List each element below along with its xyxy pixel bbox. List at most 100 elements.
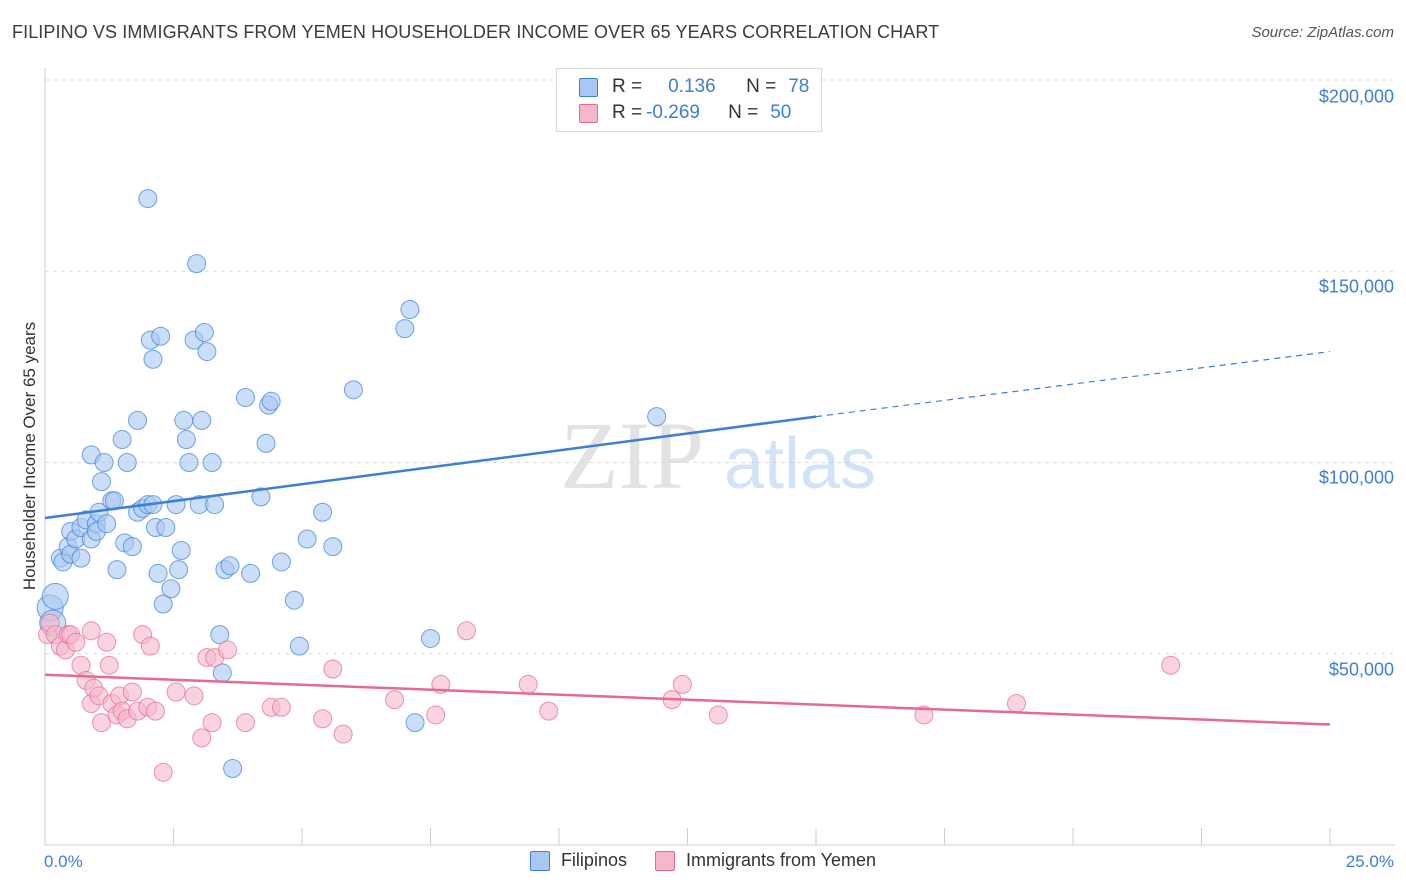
filipino-point [261,391,281,411]
yemen-point [1161,655,1181,675]
y-tick-label: $200,000 [1318,86,1394,107]
yemen-point [426,705,446,725]
legend-row-yemen: R = -0.269 N = 50 [579,102,791,124]
trend-lines [44,350,1331,726]
filipino-point [166,495,186,515]
filipino-point [156,518,176,538]
x-tick-label-max: 25.0% [1345,852,1394,871]
chart-title: FILIPINO VS IMMIGRANTS FROM YEMEN HOUSEH… [12,22,940,42]
filipinos-trend-extension [815,350,1331,418]
yemen-point [166,682,186,702]
yemen-point [146,701,166,721]
filipino-point [343,380,363,400]
filipino-point [395,319,415,339]
filipino-point [192,410,212,430]
filipinos-legend-swatch [529,850,550,871]
yemen-point [92,713,112,733]
yemen-point [708,705,728,725]
watermark-zip: ZIP [560,402,704,509]
y-tick-label: $100,000 [1318,467,1394,488]
yemen-point [235,713,255,733]
yemen-point [202,713,222,733]
watermark-atlas: atlas [724,424,876,504]
filipino-point [400,300,420,319]
r-label: R = [612,76,643,97]
filipino-point [112,430,132,450]
yemen-point [323,659,343,679]
filipino-point [256,433,276,453]
legend-label: Filipinos [560,850,627,870]
filipino-point [235,387,255,407]
legend-item-yemen[interactable]: Immigrants from Yemen [654,850,877,871]
filipino-point [148,563,168,583]
y-axis-label: Householder Income Over 65 years [20,321,39,591]
filipino-point [202,453,222,472]
filipino-point [122,537,142,557]
source-label: Source: ZipAtlas.com [1251,24,1394,41]
yemen-point [1006,693,1026,713]
yemen-point [66,632,86,652]
filipino-point [179,453,199,472]
filipino-point [197,342,217,362]
yemen-trend-line [44,673,1331,726]
yemen-point [122,682,142,702]
legend-item-filipinos[interactable]: Filipinos [529,850,627,871]
filipino-point [323,537,343,557]
yemen-point [97,632,117,652]
filipino-point [176,430,196,450]
filipino-point [251,487,271,507]
yemen-point [313,709,333,729]
filipino-point [223,759,243,778]
yemen-point [184,686,204,706]
correlation-legend: R = 0.136 N = 78 R = -0.269 N = 50 [556,68,822,132]
filipino-point [71,548,91,568]
yemen-point [456,621,476,641]
filipino-point [313,502,333,522]
n-label: N = [728,102,759,123]
filipino-point [153,594,173,614]
filipino-point [405,713,425,733]
filipino-point [143,349,163,369]
yemen-point [99,655,119,675]
filipinos-trend-line [44,415,817,520]
legend-label: Immigrants from Yemen [685,850,877,870]
n-label: N = [746,76,777,97]
yemen-point [271,697,291,717]
series-legend: Filipinos Immigrants from Yemen [0,850,1406,871]
yemen-point [333,724,353,744]
watermark: ZIP atlas [560,402,876,509]
yemen-point [539,701,559,721]
filipino-point [151,326,171,346]
yemen-point [140,636,160,656]
filipinos-swatch [579,77,598,97]
filipino-point [647,407,667,427]
filipino-point [205,495,225,515]
data-points [36,189,1181,782]
yemen-point [81,621,101,641]
yemen-point [153,762,173,782]
axes [44,68,1395,846]
filipino-point [241,563,261,583]
filipino-point [171,540,191,560]
filipino-point [220,556,240,576]
yemen-point [192,728,212,748]
filipino-point [94,453,114,472]
filipino-point [421,628,440,648]
filipino-point [161,579,181,599]
filipino-point [271,552,291,572]
n-value: 78 [788,76,810,97]
yemen-swatch [579,103,598,123]
filipino-point [284,590,304,610]
filipino-point [210,625,230,645]
r-value: -0.269 [646,102,700,123]
filipino-point [169,560,189,580]
yemen-point [518,674,538,694]
legend-row-filipinos: R = 0.136 N = 78 [579,76,809,98]
filipino-point [128,410,148,430]
filipino-point [92,472,112,492]
x-tick-label-min: 0.0% [44,852,83,871]
filipino-point [97,514,117,534]
yemen-point [672,674,692,694]
y-tick-label: $150,000 [1318,276,1394,297]
